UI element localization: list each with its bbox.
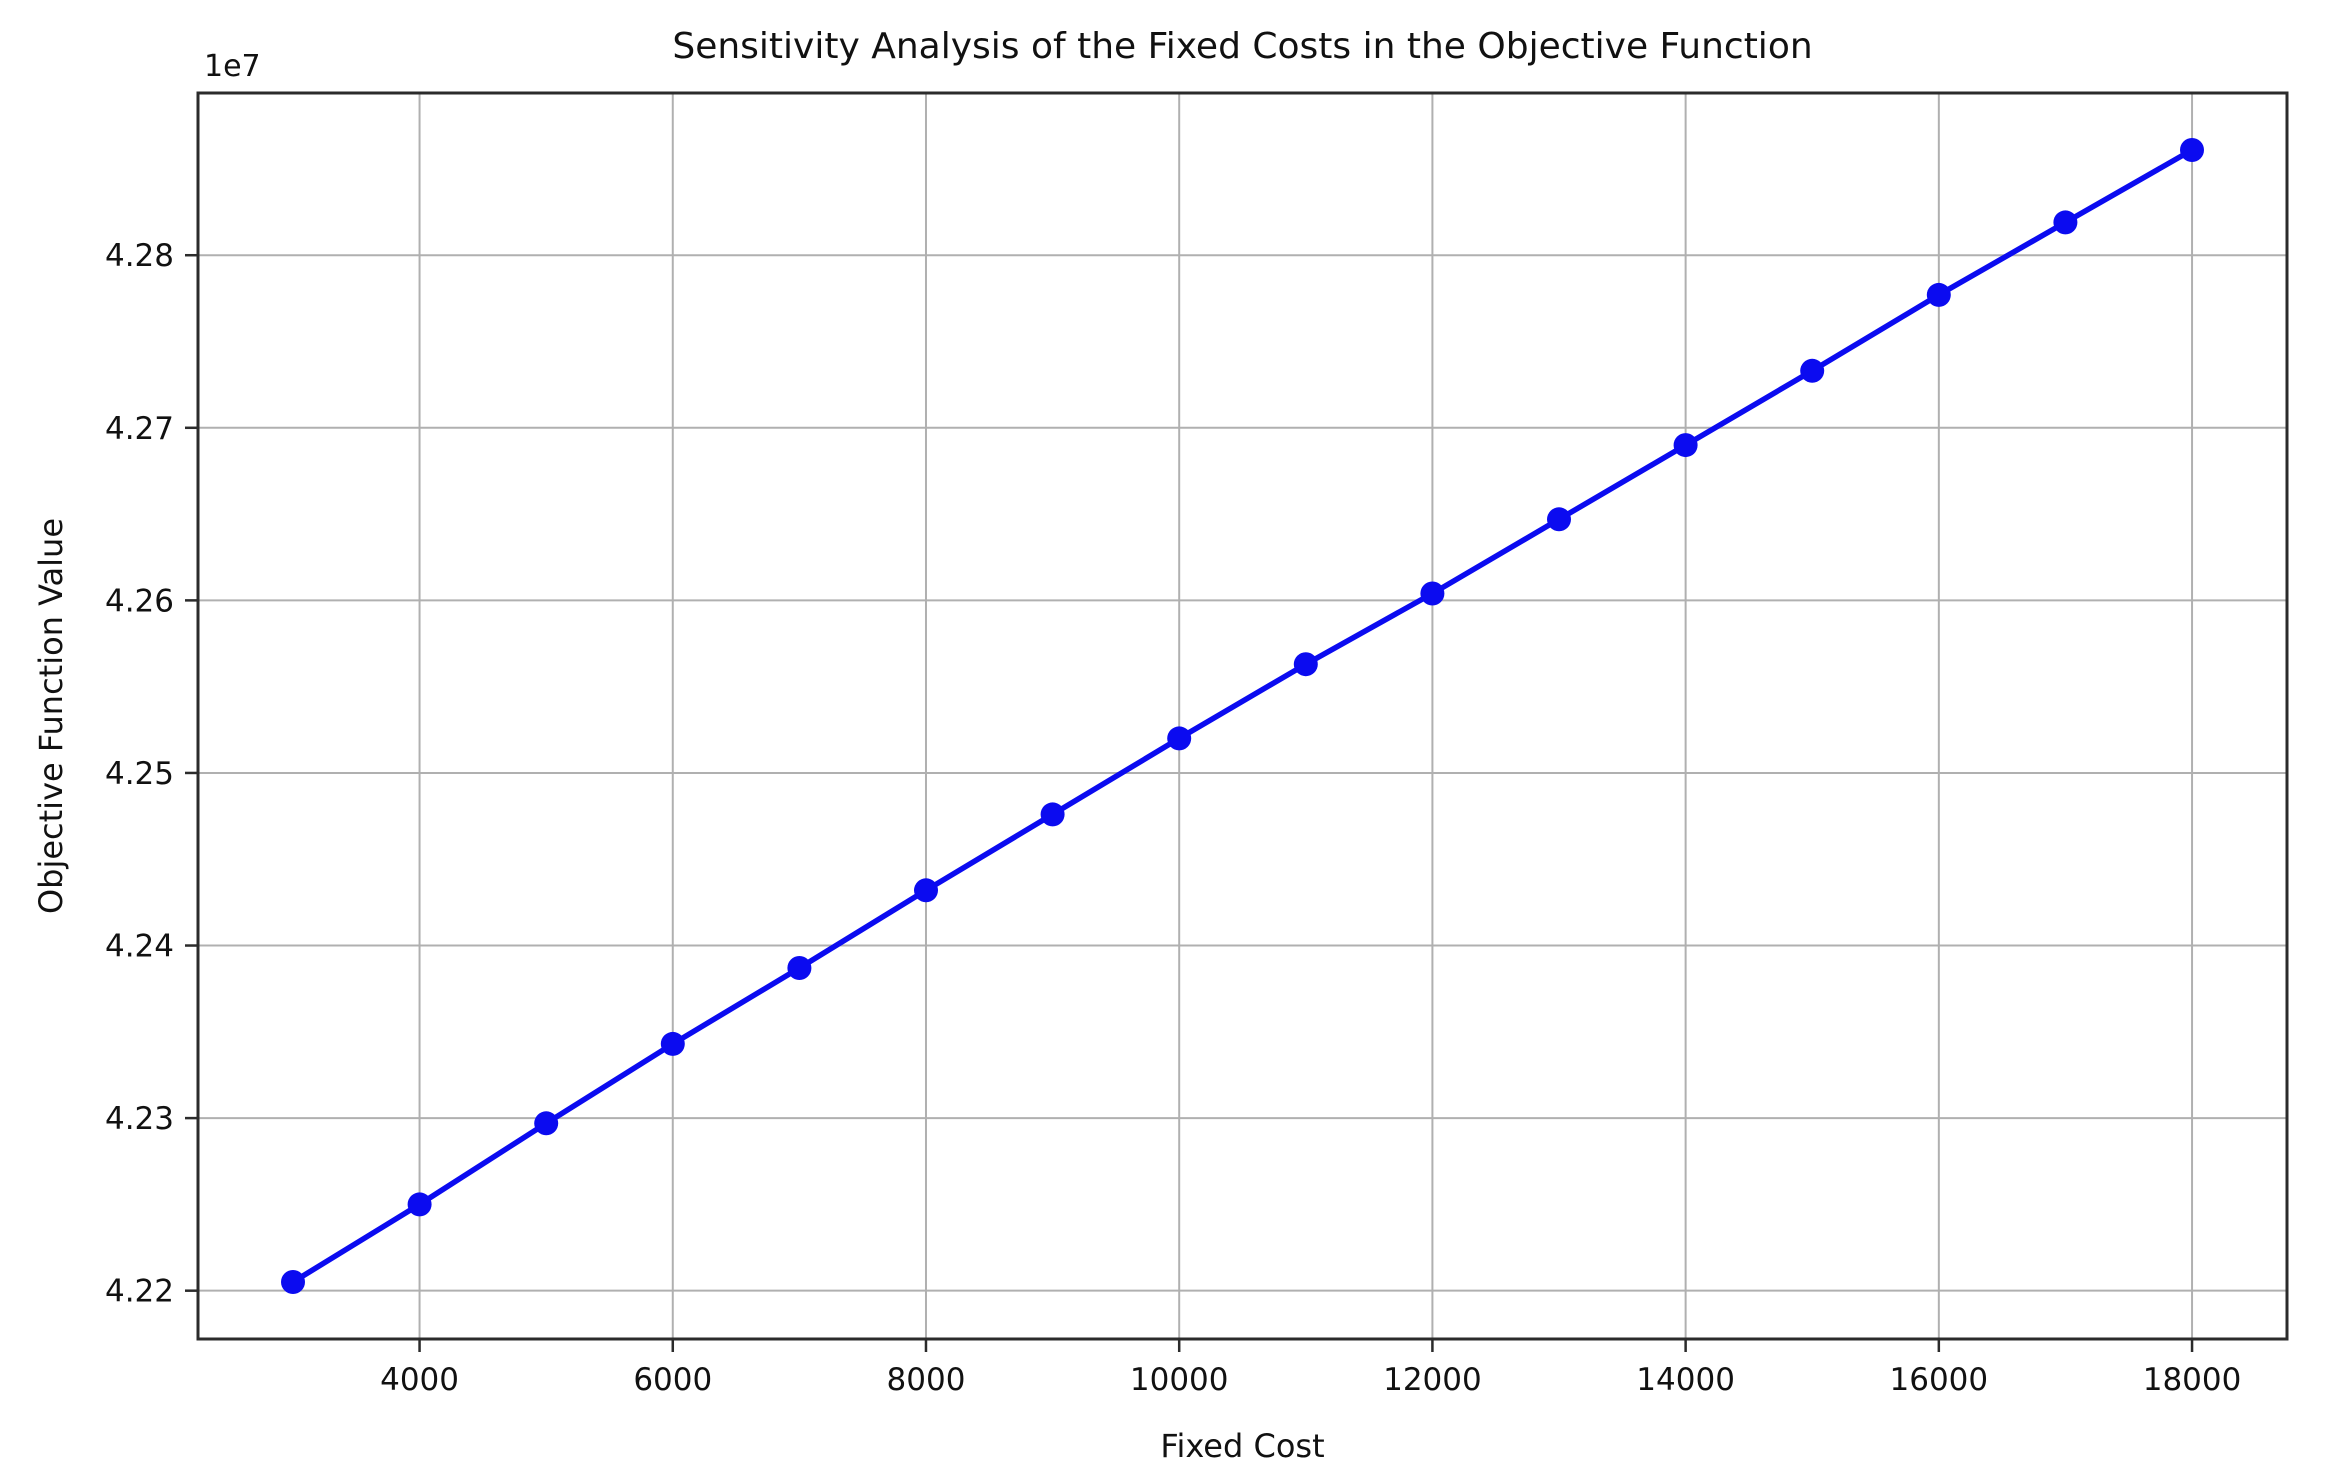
x-tick-label: 18000 bbox=[2143, 1362, 2242, 1398]
data-point-marker bbox=[1800, 358, 1825, 383]
data-point-marker bbox=[660, 1031, 685, 1056]
x-axis-label: Fixed Cost bbox=[1160, 1427, 1325, 1465]
data-point-marker bbox=[1040, 802, 1065, 827]
y-tick-label: 4.25 bbox=[105, 756, 174, 792]
x-tick-label: 10000 bbox=[1130, 1362, 1229, 1398]
y-axis-offset-label: 1e7 bbox=[204, 49, 261, 84]
data-point-marker bbox=[1167, 726, 1192, 751]
x-tick-label: 14000 bbox=[1636, 1362, 1735, 1398]
series-line bbox=[290, 147, 2195, 1285]
x-tick-label: 4000 bbox=[380, 1362, 459, 1398]
data-point-marker bbox=[534, 1111, 559, 1136]
data-point-marker bbox=[1673, 433, 1698, 458]
data-point-marker bbox=[1547, 507, 1571, 532]
y-tick-label: 4.28 bbox=[105, 238, 174, 274]
data-point-marker bbox=[281, 1270, 305, 1294]
y-tick-label: 4.23 bbox=[105, 1101, 174, 1137]
y-axis-label: Objective Function Value bbox=[32, 517, 70, 915]
y-tick-label: 4.26 bbox=[105, 583, 174, 619]
x-tick-label: 6000 bbox=[633, 1362, 712, 1398]
data-point-marker bbox=[407, 1192, 432, 1217]
y-tick-label: 4.24 bbox=[105, 929, 174, 965]
x-tick-label: 12000 bbox=[1383, 1362, 1482, 1398]
data-point-marker bbox=[2053, 210, 2078, 235]
chart-title: Sensitivity Analysis of the Fixed Costs … bbox=[672, 26, 1813, 67]
x-tick-label: 8000 bbox=[887, 1362, 966, 1398]
y-tick-label: 4.27 bbox=[105, 411, 174, 447]
x-tick-label: 16000 bbox=[1890, 1362, 1989, 1398]
y-tick-label: 4.22 bbox=[105, 1274, 174, 1310]
data-point-marker bbox=[1926, 282, 1951, 307]
data-point-marker bbox=[2180, 138, 2204, 162]
axes-frame bbox=[196, 91, 2289, 1341]
data-point-marker bbox=[914, 878, 938, 903]
data-point-marker bbox=[1293, 652, 1318, 677]
data-point-marker bbox=[1420, 581, 1445, 606]
data-point-marker bbox=[787, 956, 812, 980]
